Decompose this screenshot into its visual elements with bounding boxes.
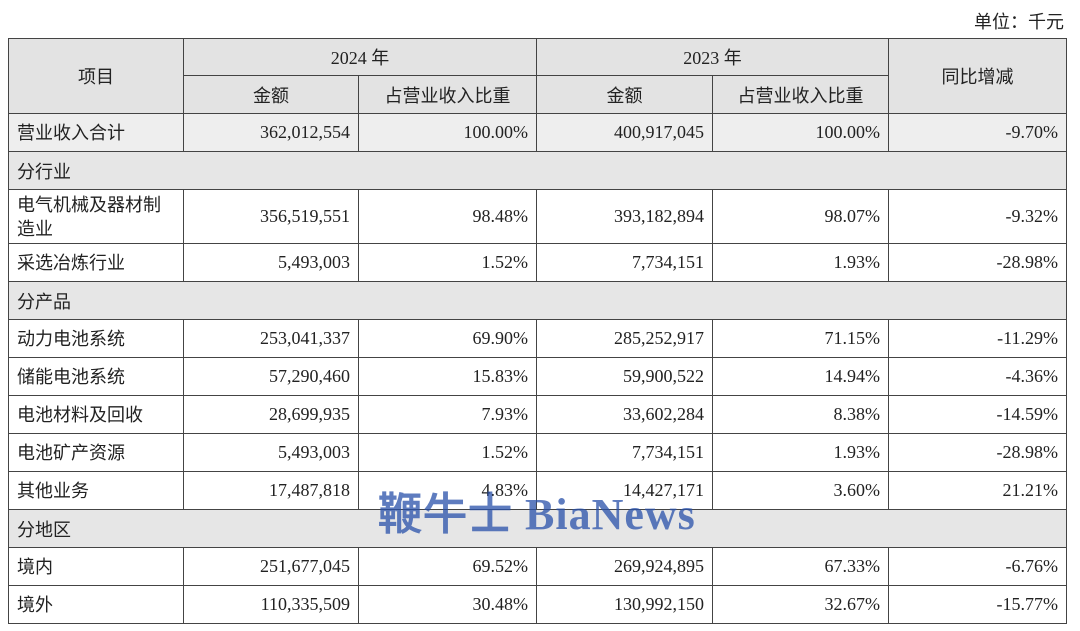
section-cell: 分产品 (8, 281, 1067, 320)
value-cell: 98.07% (712, 189, 889, 244)
value-cell: 253,041,337 (183, 319, 359, 358)
value-cell: 14,427,171 (536, 471, 713, 510)
value-cell: 67.33% (712, 547, 889, 586)
value-cell: 110,335,509 (183, 585, 359, 624)
value-cell: 69.90% (358, 319, 537, 358)
value-cell: 69.52% (358, 547, 537, 586)
value-cell: 100.00% (712, 113, 889, 152)
value-cell: -9.32% (888, 189, 1067, 244)
value-cell: 400,917,045 (536, 113, 713, 152)
value-cell: 4.83% (358, 471, 537, 510)
value-cell: 57,290,460 (183, 357, 359, 396)
value-cell: -9.70% (888, 113, 1067, 152)
table-row: 储能电池系统 57,290,460 15.83% 59,900,522 14.94% -4… (8, 357, 1067, 396)
value-cell: 5,493,003 (183, 433, 359, 472)
value-cell: 7.93% (358, 395, 537, 434)
value-cell: 71.15% (712, 319, 889, 358)
value-cell: -11.29% (888, 319, 1067, 358)
value-cell: 1.52% (358, 243, 537, 282)
value-cell: 356,519,551 (183, 189, 359, 244)
value-cell: -4.36% (888, 357, 1067, 396)
table-row: 电气机械及器材制造业 356,519,551 98.48% 393,182,894 98… (8, 189, 1067, 244)
revenue-table: 项目 2024 年 2023 年 同比增减 金额 占营业收入比重 金额 占营业收… (8, 38, 1067, 624)
header-cell: 占营业收入比重 (712, 75, 889, 114)
value-cell: 8.38% (712, 395, 889, 434)
value-cell: 98.48% (358, 189, 537, 244)
row-label: 境内 (8, 547, 184, 586)
row-label: 电池矿产资源 (8, 433, 184, 472)
value-cell: 30.48% (358, 585, 537, 624)
value-cell: 362,012,554 (183, 113, 359, 152)
table-row: 境外 110,335,509 30.48% 130,992,150 32.67% -15.… (8, 585, 1067, 624)
value-cell: -28.98% (888, 433, 1067, 472)
value-cell: -28.98% (888, 243, 1067, 282)
section-cell: 分地区 (8, 509, 1067, 548)
header-cell: 项目 (8, 38, 184, 114)
table-head: 项目 2024 年 2023 年 同比增减 金额 占营业收入比重 金额 占营业收… (8, 38, 1067, 114)
table-row: 其他业务 17,487,818 4.83% 14,427,171 3.60% 21.21% (8, 471, 1067, 510)
value-cell: 33,602,284 (536, 395, 713, 434)
table-row: 电池材料及回收 28,699,935 7.93% 33,602,284 8.38% -14… (8, 395, 1067, 434)
value-cell: -6.76% (888, 547, 1067, 586)
header-cell: 2024 年 (183, 38, 537, 76)
value-cell: 32.67% (712, 585, 889, 624)
value-cell: 59,900,522 (536, 357, 713, 396)
value-cell: 1.93% (712, 433, 889, 472)
header-row: 金额 占营业收入比重 金额 占营业收入比重 (9, 75, 1067, 114)
header-row: 项目 2024 年 2023 年 同比增减 (8, 38, 1067, 114)
table-row: 电池矿产资源 5,493,003 1.52% 7,734,151 1.93% -28.98… (8, 433, 1067, 472)
table-body: 营业收入合计 362,012,554 100.00% 400,917,045 100.0… (8, 113, 1067, 624)
table-row: 动力电池系统 253,041,337 69.90% 285,252,917 71.15%… (8, 319, 1067, 358)
header-cell: 金额 (536, 75, 713, 114)
table-row: 营业收入合计 362,012,554 100.00% 400,917,045 100.0… (8, 113, 1067, 152)
row-label: 营业收入合计 (8, 113, 184, 152)
row-label: 储能电池系统 (8, 357, 184, 396)
value-cell: 7,734,151 (536, 433, 713, 472)
value-cell: 130,992,150 (536, 585, 713, 624)
value-cell: 285,252,917 (536, 319, 713, 358)
value-cell: 14.94% (712, 357, 889, 396)
value-cell: 1.52% (358, 433, 537, 472)
row-label: 采选冶炼行业 (8, 243, 184, 282)
value-cell: -15.77% (888, 585, 1067, 624)
row-label: 电气机械及器材制造业 (8, 189, 184, 244)
table-row: 分地区 (8, 509, 1067, 548)
row-label: 其他业务 (8, 471, 184, 510)
row-label: 境外 (8, 585, 184, 624)
value-cell: 100.00% (358, 113, 537, 152)
table-row: 分行业 (8, 151, 1067, 190)
header-cell: 2023 年 (536, 38, 889, 76)
value-cell: 251,677,045 (183, 547, 359, 586)
table-row: 境内 251,677,045 69.52% 269,924,895 67.33% -6.7… (8, 547, 1067, 586)
row-label: 动力电池系统 (8, 319, 184, 358)
unit-note: 单位：千元 (974, 12, 1064, 32)
value-cell: 7,734,151 (536, 243, 713, 282)
table-row: 采选冶炼行业 5,493,003 1.52% 7,734,151 1.93% -28.98… (8, 243, 1067, 282)
value-cell: 5,493,003 (183, 243, 359, 282)
value-cell: 21.21% (888, 471, 1067, 510)
watermark: 鞭牛士 BiaNews (378, 490, 696, 539)
value-cell: 28,699,935 (183, 395, 359, 434)
section-cell: 分行业 (8, 151, 1067, 190)
header-cell: 同比增减 (888, 38, 1067, 114)
value-cell: -14.59% (888, 395, 1067, 434)
table-row: 分产品 (8, 281, 1067, 320)
row-label: 电池材料及回收 (8, 395, 184, 434)
value-cell: 1.93% (712, 243, 889, 282)
value-cell: 3.60% (712, 471, 889, 510)
value-cell: 393,182,894 (536, 189, 713, 244)
value-cell: 15.83% (358, 357, 537, 396)
value-cell: 269,924,895 (536, 547, 713, 586)
header-cell: 金额 (183, 75, 359, 114)
value-cell: 17,487,818 (183, 471, 359, 510)
header-cell: 占营业收入比重 (358, 75, 537, 114)
